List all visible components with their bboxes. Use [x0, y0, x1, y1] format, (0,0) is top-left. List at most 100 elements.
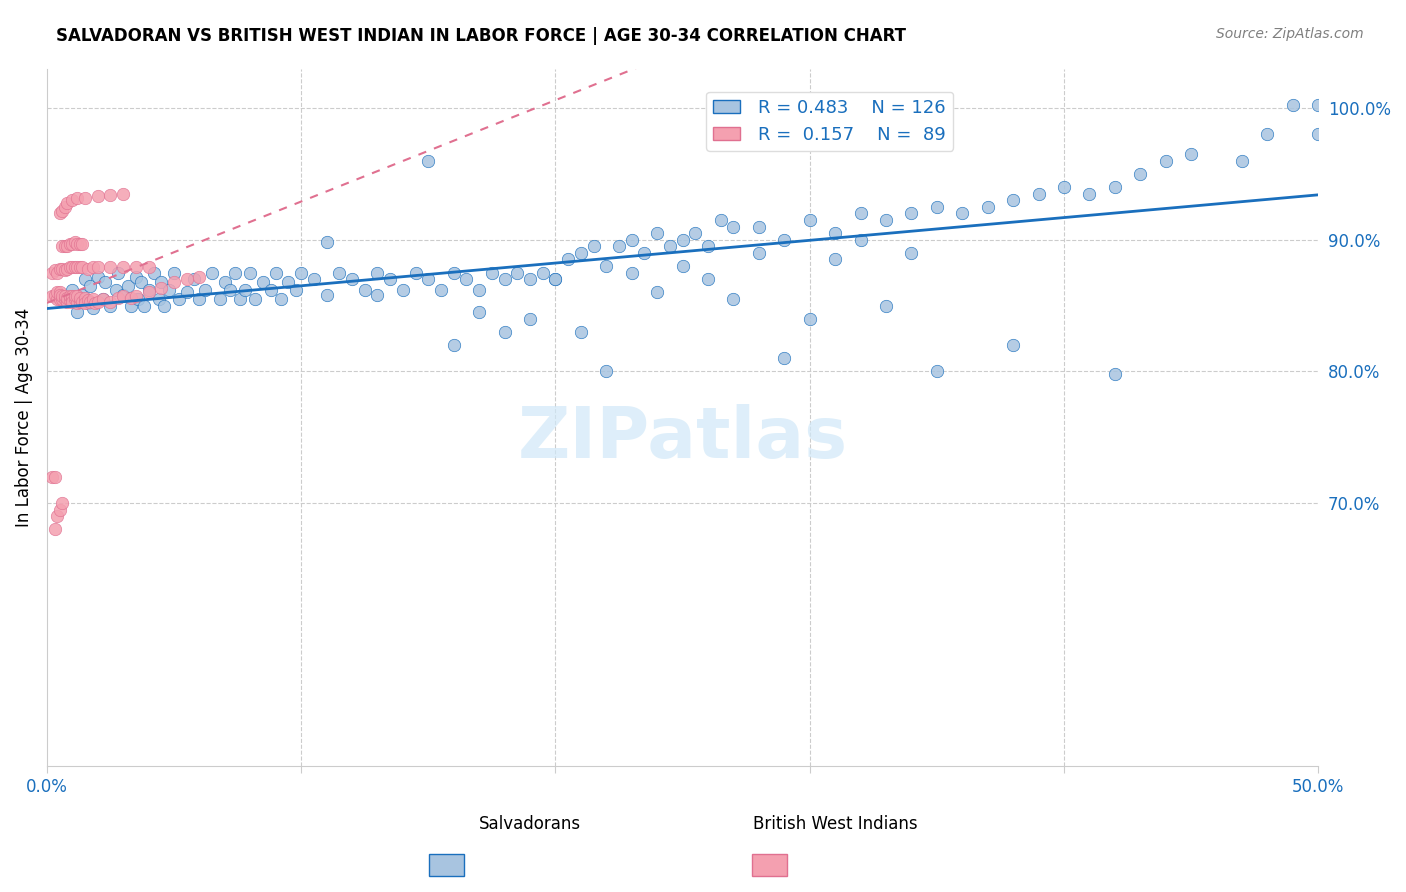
Point — [506, 266, 529, 280]
Text: SALVADORAN VS BRITISH WEST INDIAN IN LABOR FORCE | AGE 30-34 CORRELATION CHART: SALVADORAN VS BRITISH WEST INDIAN IN LAB… — [56, 27, 907, 45]
Point — [1282, 98, 1305, 112]
Point — [157, 283, 180, 297]
Point — [1104, 180, 1126, 194]
Point — [120, 298, 142, 312]
Point — [277, 275, 299, 289]
Point — [100, 260, 122, 275]
Point — [138, 285, 160, 300]
Point — [112, 260, 135, 275]
Point — [645, 226, 668, 240]
Point — [595, 259, 617, 273]
Point — [60, 283, 83, 297]
Point — [259, 283, 281, 297]
Point — [723, 292, 745, 306]
Point — [127, 292, 149, 306]
Point — [531, 266, 554, 280]
Point — [87, 269, 110, 284]
Legend: R = 0.483    N = 126, R =  0.157    N =  89: R = 0.483 N = 126, R = 0.157 N = 89 — [706, 92, 953, 151]
Point — [73, 190, 96, 204]
Point — [290, 266, 312, 280]
Point — [87, 189, 110, 203]
Point — [46, 509, 69, 524]
Point — [66, 296, 89, 310]
Point — [925, 200, 948, 214]
Point — [481, 266, 503, 280]
Point — [208, 292, 231, 306]
Point — [53, 263, 76, 277]
Point — [494, 325, 516, 339]
Point — [63, 260, 86, 275]
Point — [176, 285, 198, 300]
Point — [569, 245, 592, 260]
Point — [366, 266, 388, 280]
Point — [569, 325, 592, 339]
Point — [48, 502, 70, 516]
Point — [60, 260, 83, 275]
Point — [125, 269, 148, 284]
Point — [41, 266, 63, 280]
Point — [163, 266, 186, 280]
Point — [51, 289, 73, 303]
Point — [824, 226, 846, 240]
Point — [100, 298, 122, 312]
Point — [875, 213, 897, 227]
Point — [59, 260, 82, 275]
Point — [48, 285, 70, 300]
Point — [150, 281, 173, 295]
Point — [214, 275, 236, 289]
Point — [60, 236, 83, 251]
Point — [183, 272, 205, 286]
Point — [150, 275, 173, 289]
Point — [66, 190, 89, 204]
Point — [900, 206, 922, 220]
Point — [44, 263, 66, 277]
Point — [224, 266, 246, 280]
Point — [100, 188, 122, 202]
Point — [544, 272, 567, 286]
Point — [56, 291, 79, 305]
Point — [645, 285, 668, 300]
Point — [87, 294, 110, 309]
Point — [66, 236, 89, 251]
Point — [1104, 367, 1126, 381]
Point — [519, 311, 541, 326]
Point — [41, 289, 63, 303]
Point — [72, 260, 94, 275]
Point — [112, 186, 135, 201]
Point — [69, 294, 91, 309]
Point — [66, 305, 89, 319]
Point — [443, 338, 465, 352]
Point — [46, 285, 69, 300]
Point — [129, 275, 152, 289]
Point — [468, 305, 491, 319]
Point — [1308, 128, 1330, 142]
Point — [519, 272, 541, 286]
Point — [44, 522, 66, 536]
Point — [748, 219, 770, 234]
Point — [59, 236, 82, 251]
Point — [1230, 153, 1253, 168]
Point — [219, 283, 242, 297]
Point — [582, 239, 605, 253]
Point — [125, 260, 148, 275]
Point — [723, 219, 745, 234]
Point — [60, 289, 83, 303]
Point — [799, 311, 821, 326]
Point — [79, 278, 101, 293]
Point — [163, 275, 186, 289]
Point — [51, 261, 73, 276]
Point — [799, 213, 821, 227]
Point — [557, 252, 579, 267]
Point — [849, 206, 872, 220]
Point — [142, 266, 165, 280]
Point — [252, 275, 274, 289]
Point — [72, 236, 94, 251]
Point — [366, 288, 388, 302]
Text: ZIPatlas: ZIPatlas — [517, 404, 848, 473]
Point — [63, 235, 86, 250]
Point — [56, 195, 79, 210]
Point — [748, 245, 770, 260]
Point — [91, 292, 114, 306]
Point — [340, 272, 363, 286]
Point — [41, 469, 63, 483]
